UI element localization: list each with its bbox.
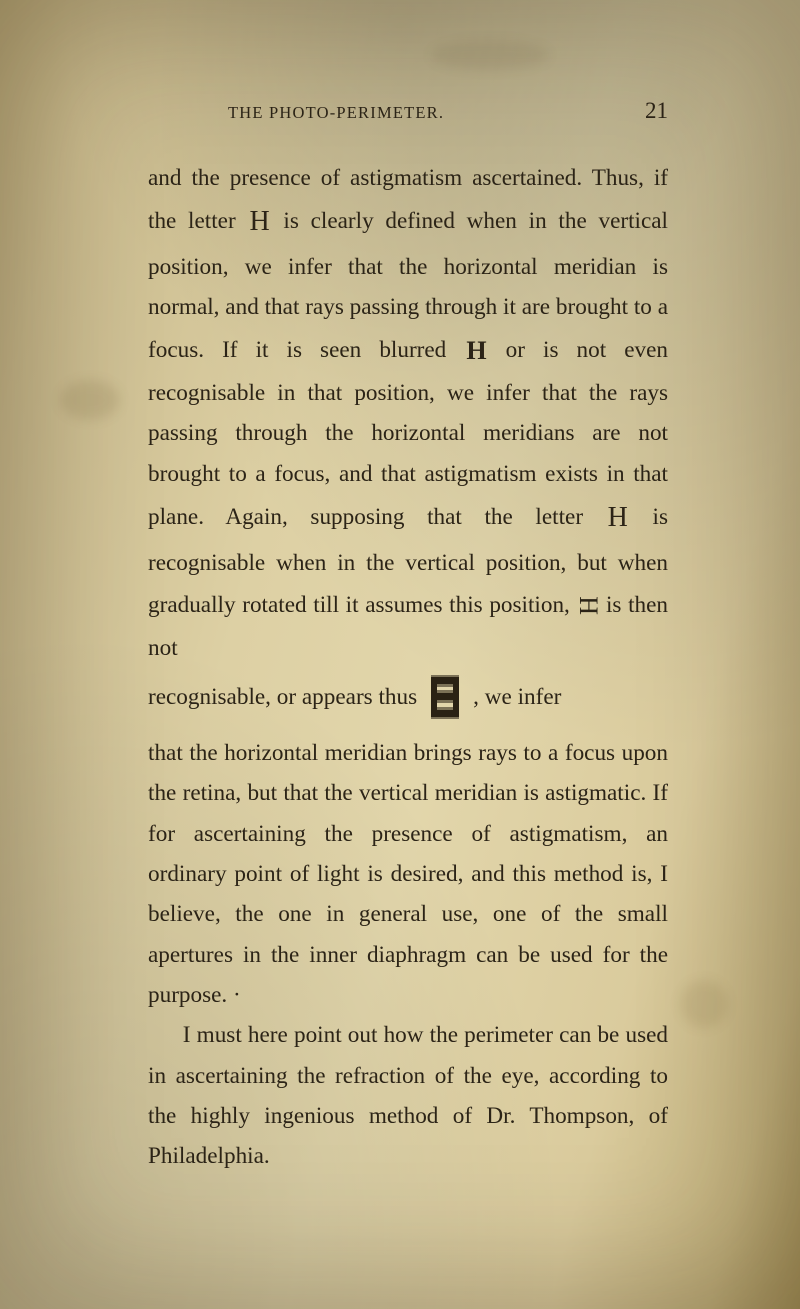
paragraph: I must here point out how the perimeter … <box>148 1015 668 1176</box>
letter-h-icon: H <box>606 502 630 533</box>
page-number: 21 <box>645 98 668 124</box>
body-text: and the presence of astigmatism ascertai… <box>148 158 668 1177</box>
text-run: or is not even recognisable in that posi… <box>148 337 668 530</box>
text-column: THE PHOTO-PERIMETER. 21 and the presence… <box>148 98 668 1177</box>
inline-figure-line: recognisable, or appears thus <box>148 675 668 719</box>
text-run: , we infer <box>473 677 561 717</box>
paper-stain <box>680 980 728 1028</box>
text-run: I must here point out how the perimeter … <box>148 1022 668 1169</box>
letter-h-icon: H <box>247 206 271 237</box>
paper-stain <box>430 40 550 70</box>
astigmatic-glyph-icon <box>428 675 462 719</box>
running-head: THE PHOTO-PERIMETER. 21 <box>148 98 668 124</box>
text-run: that the horizontal meridian brings rays… <box>148 740 668 1008</box>
blurred-h-icon: H <box>464 336 487 365</box>
text-run: recognisable, or appears thus <box>148 677 417 717</box>
paragraph: that the horizontal meridian brings rays… <box>148 733 668 1016</box>
running-title: THE PHOTO-PERIMETER. <box>228 103 444 123</box>
paragraph: and the presence of astigmatism ascertai… <box>148 158 668 669</box>
paper-stain <box>60 380 120 420</box>
rotated-h-icon: H <box>565 594 610 617</box>
